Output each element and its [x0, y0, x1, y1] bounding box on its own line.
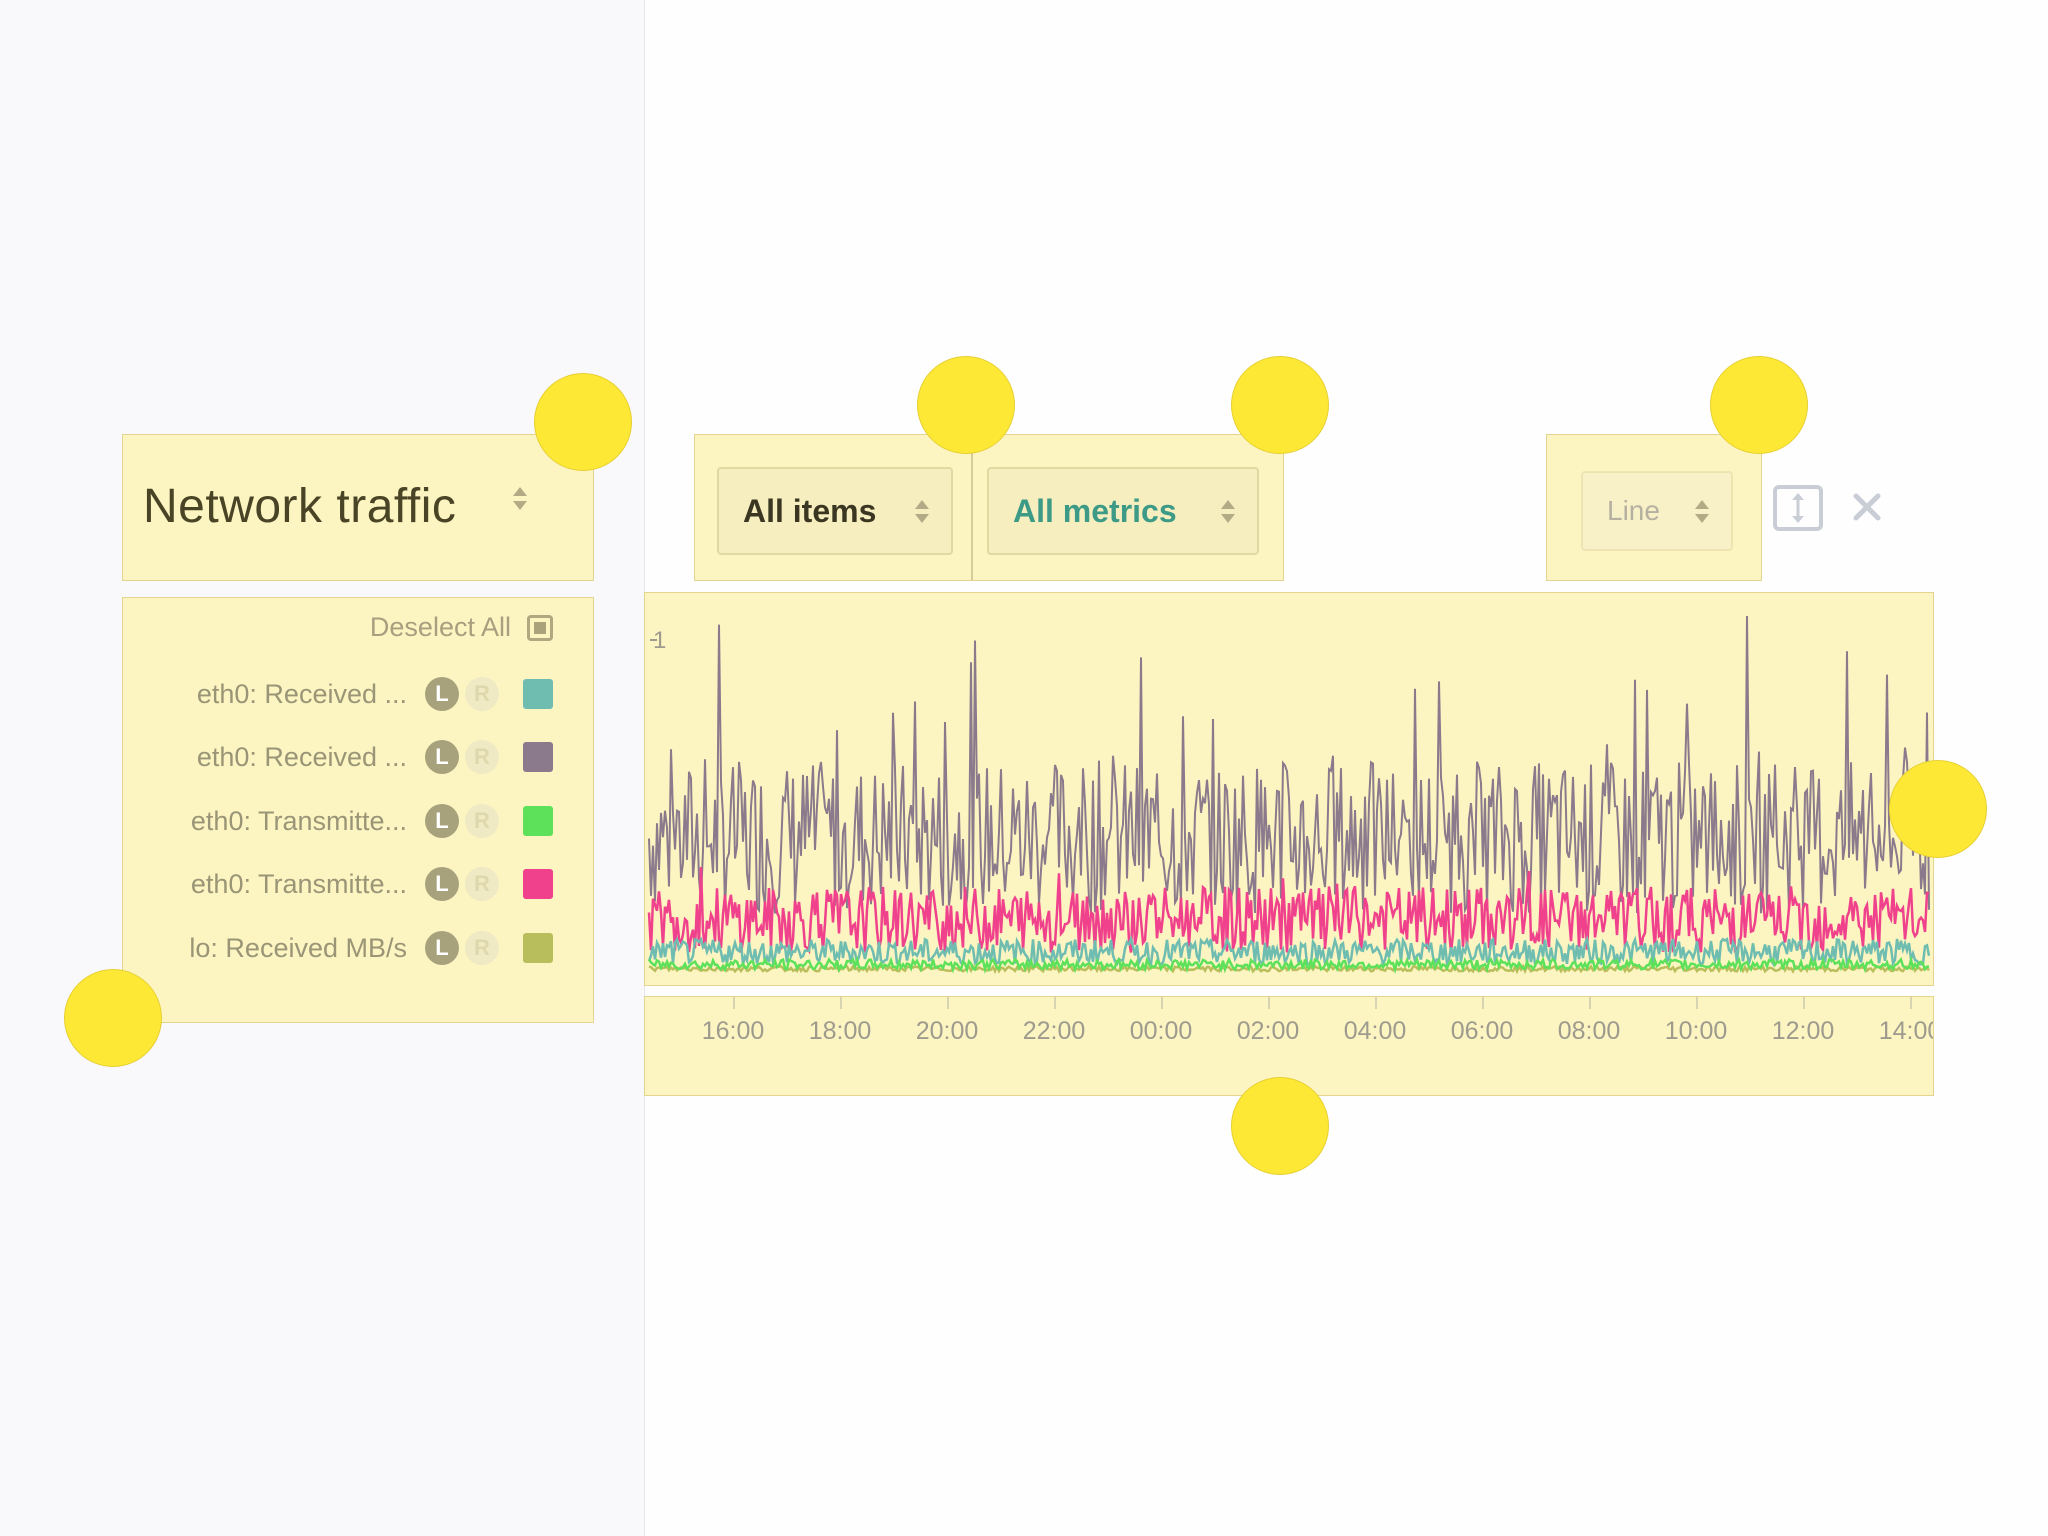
selectors-box: All items All metrics [694, 434, 1284, 581]
x-tick-label: 22:00 [1022, 1017, 1086, 1045]
x-tick-label: 02:00 [1236, 1017, 1300, 1045]
series-color-swatch[interactable] [523, 933, 553, 963]
x-tick-label: 20:00 [915, 1017, 979, 1045]
items-select-stepper-icon [915, 499, 929, 523]
left-axis-badge[interactable]: L [425, 804, 459, 838]
chart-area[interactable]: 1 [644, 592, 1934, 986]
x-tick-label: 18:00 [808, 1017, 872, 1045]
panel-title-box[interactable]: Network traffic [122, 434, 594, 581]
left-axis-badge[interactable]: L [425, 740, 459, 774]
metrics-select[interactable]: All metrics [987, 467, 1259, 555]
annotation-dot [1231, 356, 1329, 454]
legend-item-label[interactable]: eth0: Transmitte... [190, 868, 407, 899]
legend-item-label[interactable]: eth0: Received ... [196, 741, 407, 772]
selectors-divider [971, 435, 973, 580]
close-icon[interactable] [1852, 492, 1882, 522]
items-select[interactable]: All items [717, 467, 953, 555]
series-color-swatch[interactable] [523, 679, 553, 709]
right-axis-badge[interactable]: R [465, 931, 499, 965]
x-tick-mark [1482, 997, 1484, 1009]
x-tick-mark [1696, 997, 1698, 1009]
series-color-swatch[interactable] [523, 742, 553, 772]
x-tick-label: 12:00 [1771, 1017, 1835, 1045]
annotation-dot [534, 373, 632, 471]
x-tick-mark [1910, 997, 1912, 1009]
x-tick-mark [947, 997, 949, 1009]
line-chart[interactable]: 1 [645, 593, 1933, 985]
chart-type-label: Line [1607, 495, 1660, 526]
legend-item[interactable]: eth0: Transmitte... L R [149, 801, 553, 841]
chart-type-box: Line [1546, 434, 1762, 581]
x-tick-mark [840, 997, 842, 1009]
x-tick-label: 06:00 [1450, 1017, 1514, 1045]
annotation-dot [1710, 356, 1808, 454]
annotation-dot [64, 969, 162, 1067]
series-color-swatch[interactable] [523, 806, 553, 836]
legend-item-label[interactable]: eth0: Received ... [196, 678, 407, 709]
legend-item[interactable]: lo: Received MB/s L R [149, 928, 553, 968]
panel-title: Network traffic [143, 480, 457, 533]
items-select-label: All items [743, 492, 877, 529]
legend-item[interactable]: eth0: Received ... L R [149, 737, 553, 777]
left-axis-badge[interactable]: L [425, 867, 459, 901]
metrics-select-label: All metrics [1013, 492, 1177, 529]
legend-item[interactable]: eth0: Received ... L R [149, 674, 553, 714]
metrics-select-stepper-icon [1221, 499, 1235, 523]
y-tick-label: 1 [653, 627, 666, 654]
annotation-dot [917, 356, 1015, 454]
annotation-dot [1889, 760, 1987, 858]
left-axis-badge[interactable]: L [425, 931, 459, 965]
x-tick-mark [1054, 997, 1056, 1009]
legend-item-label[interactable]: eth0: Transmitte... [190, 805, 407, 836]
right-axis-badge[interactable]: R [465, 740, 499, 774]
x-tick-mark [1268, 997, 1270, 1009]
right-axis-badge[interactable]: R [465, 804, 499, 838]
x-tick-mark [1589, 997, 1591, 1009]
x-tick-label: 14:00 [1878, 1017, 1933, 1045]
x-tick-label: 16:00 [701, 1017, 765, 1045]
deselect-all-checkbox[interactable] [527, 614, 553, 641]
x-tick-mark [1161, 997, 1163, 1009]
eth0-transmitted-b-line [647, 867, 1930, 955]
eth0-transmitted-a-line [647, 955, 1930, 975]
x-tick-label: 04:00 [1343, 1017, 1407, 1045]
eth0-received-a-line [647, 935, 1931, 969]
x-tick-mark [1375, 997, 1377, 1009]
x-tick-label: 10:00 [1664, 1017, 1728, 1045]
panel-title-stepper-icon[interactable] [513, 487, 527, 510]
x-tick-label: 00:00 [1129, 1017, 1193, 1045]
chart-type-select[interactable]: Line [1581, 471, 1733, 551]
annotation-dot [1231, 1077, 1329, 1175]
legend-item[interactable]: eth0: Transmitte... L R [149, 864, 553, 904]
right-axis-badge[interactable]: R [465, 867, 499, 901]
eth0-received-b-line [648, 615, 1930, 915]
deselect-all[interactable]: Deselect All [370, 612, 553, 643]
right-axis-badge[interactable]: R [465, 677, 499, 711]
deselect-all-label[interactable]: Deselect All [369, 612, 511, 642]
x-tick-label: 08:00 [1557, 1017, 1621, 1045]
left-axis-badge[interactable]: L [425, 677, 459, 711]
chart-type-stepper-icon [1695, 499, 1709, 523]
resize-vertical-icon[interactable] [1772, 484, 1824, 532]
x-tick-mark [1803, 997, 1805, 1009]
series-color-swatch[interactable] [523, 869, 553, 899]
x-tick-mark [733, 997, 735, 1009]
legend-item-label[interactable]: lo: Received MB/s [189, 932, 407, 963]
